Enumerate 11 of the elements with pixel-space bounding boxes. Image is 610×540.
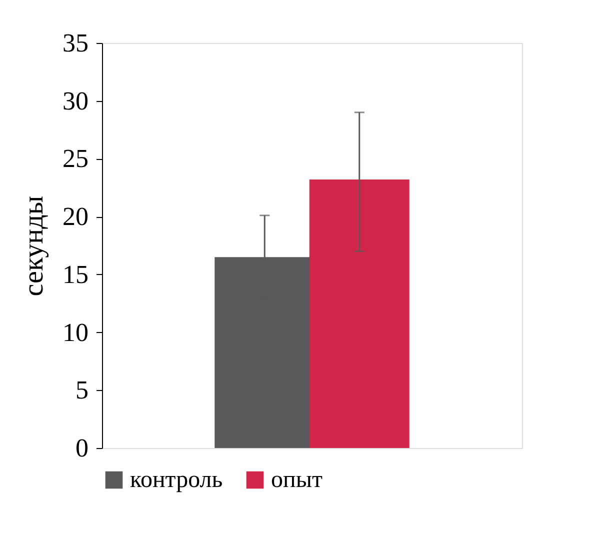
- y-tick-label: 35: [62, 28, 88, 58]
- y-tick-label: 15: [62, 260, 88, 289]
- legend-label: опыт: [271, 467, 323, 493]
- y-tick-label: 20: [62, 202, 88, 232]
- y-tick-label: 0: [76, 434, 88, 462]
- y-axis-title: секунды: [18, 196, 50, 296]
- y-tick-label: 10: [62, 318, 88, 347]
- legend-label: контроль: [130, 467, 223, 493]
- y-tick-label: 30: [62, 86, 88, 116]
- y-tick-label: 5: [76, 376, 88, 405]
- y-tick-label: 25: [62, 144, 88, 174]
